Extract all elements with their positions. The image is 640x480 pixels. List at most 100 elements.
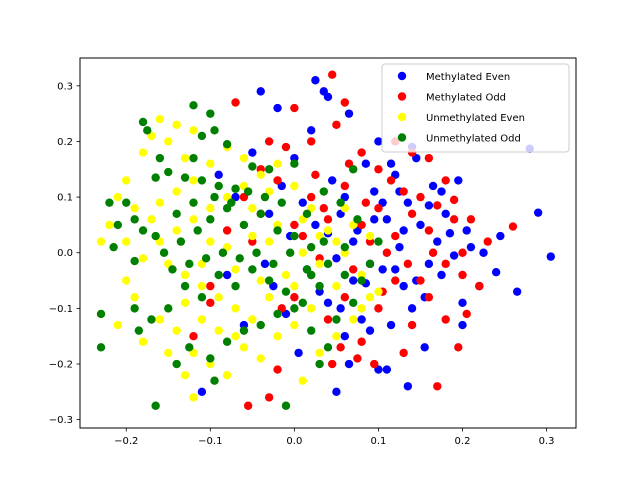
- point-series-3: [252, 248, 261, 257]
- legend-box: [381, 63, 570, 153]
- point-series-1: [454, 343, 463, 352]
- point-series-1: [298, 231, 307, 241]
- point-series-2: [298, 248, 307, 257]
- point-series-3: [138, 117, 148, 127]
- point-series-2: [130, 204, 139, 213]
- point-series-0: [311, 76, 320, 85]
- point-series-3: [340, 270, 350, 280]
- x-tick-label: 0.3: [539, 436, 555, 447]
- point-series-2: [239, 343, 249, 352]
- point-series-3: [185, 259, 194, 269]
- point-series-3: [206, 354, 215, 363]
- point-series-3: [235, 254, 244, 263]
- point-series-3: [105, 198, 114, 207]
- point-series-2: [206, 204, 215, 213]
- point-series-3: [353, 215, 362, 224]
- point-series-1: [449, 195, 459, 205]
- point-series-1: [306, 137, 316, 146]
- point-series-0: [462, 226, 471, 235]
- point-series-1: [319, 204, 328, 213]
- legend-marker: [397, 112, 407, 122]
- point-series-1: [428, 248, 438, 257]
- point-series-0: [407, 304, 417, 313]
- point-series-2: [122, 276, 131, 285]
- point-series-0: [386, 159, 396, 168]
- point-series-3: [151, 231, 160, 241]
- point-series-2: [172, 326, 181, 335]
- point-series-0: [344, 109, 354, 118]
- point-series-2: [189, 126, 198, 135]
- point-series-1: [357, 337, 366, 346]
- x-tick-label: −0.2: [114, 436, 138, 447]
- point-series-3: [315, 281, 324, 291]
- point-series-3: [222, 337, 232, 346]
- point-series-2: [248, 315, 257, 324]
- point-series-3: [323, 343, 333, 352]
- point-series-0: [306, 126, 316, 135]
- point-series-3: [138, 226, 148, 235]
- point-series-1: [391, 276, 400, 285]
- legend-marker: [397, 92, 407, 101]
- point-series-3: [243, 187, 253, 196]
- point-series-0: [197, 387, 207, 397]
- point-series-0: [479, 248, 488, 257]
- x-tick-label: 0.0: [286, 436, 302, 447]
- point-series-2: [332, 237, 341, 246]
- point-series-3: [336, 198, 345, 207]
- point-series-3: [210, 192, 219, 202]
- point-series-3: [189, 153, 198, 163]
- point-series-0: [349, 237, 358, 246]
- point-series-3: [281, 401, 291, 410]
- point-series-3: [172, 359, 181, 369]
- point-series-1: [399, 348, 408, 358]
- point-series-3: [210, 126, 219, 135]
- point-series-2: [138, 254, 148, 263]
- point-series-0: [256, 87, 265, 96]
- y-tick-label: −0.1: [49, 304, 73, 315]
- point-series-2: [264, 293, 274, 302]
- point-series-3: [269, 259, 278, 269]
- point-series-2: [164, 348, 173, 358]
- point-series-0: [437, 187, 446, 196]
- point-series-3: [239, 326, 249, 335]
- point-series-3: [197, 293, 207, 302]
- point-series-2: [256, 354, 265, 363]
- point-series-3: [109, 242, 118, 252]
- point-series-3: [197, 176, 207, 185]
- point-series-0: [248, 148, 257, 157]
- point-series-0: [454, 176, 463, 185]
- point-series-3: [248, 162, 257, 171]
- point-series-3: [176, 237, 186, 246]
- point-series-1: [306, 192, 316, 202]
- point-series-0: [222, 270, 232, 280]
- point-series-2: [231, 265, 240, 274]
- point-series-1: [374, 304, 383, 313]
- legend-marker: [397, 71, 407, 81]
- point-series-0: [332, 387, 341, 397]
- point-series-2: [273, 332, 282, 341]
- point-series-0: [264, 209, 274, 218]
- point-series-3: [96, 343, 106, 352]
- point-series-3: [172, 209, 181, 218]
- point-series-3: [281, 287, 291, 296]
- y-tick-label: 0.0: [57, 248, 73, 259]
- y-tick-label: 0.3: [57, 81, 73, 92]
- point-series-3: [306, 326, 316, 335]
- point-series-3: [306, 242, 316, 252]
- point-series-0: [370, 187, 379, 196]
- point-series-3: [155, 153, 165, 163]
- point-series-0: [458, 298, 467, 308]
- point-series-3: [319, 237, 328, 246]
- point-series-0: [395, 242, 404, 252]
- point-series-1: [264, 137, 274, 146]
- point-series-2: [214, 326, 223, 335]
- point-series-1: [206, 281, 215, 291]
- point-series-0: [496, 231, 505, 241]
- point-series-1: [382, 248, 392, 257]
- point-series-2: [315, 348, 324, 358]
- point-series-3: [273, 226, 282, 235]
- point-series-3: [231, 184, 240, 193]
- point-series-3: [147, 315, 156, 324]
- point-series-0: [361, 159, 371, 168]
